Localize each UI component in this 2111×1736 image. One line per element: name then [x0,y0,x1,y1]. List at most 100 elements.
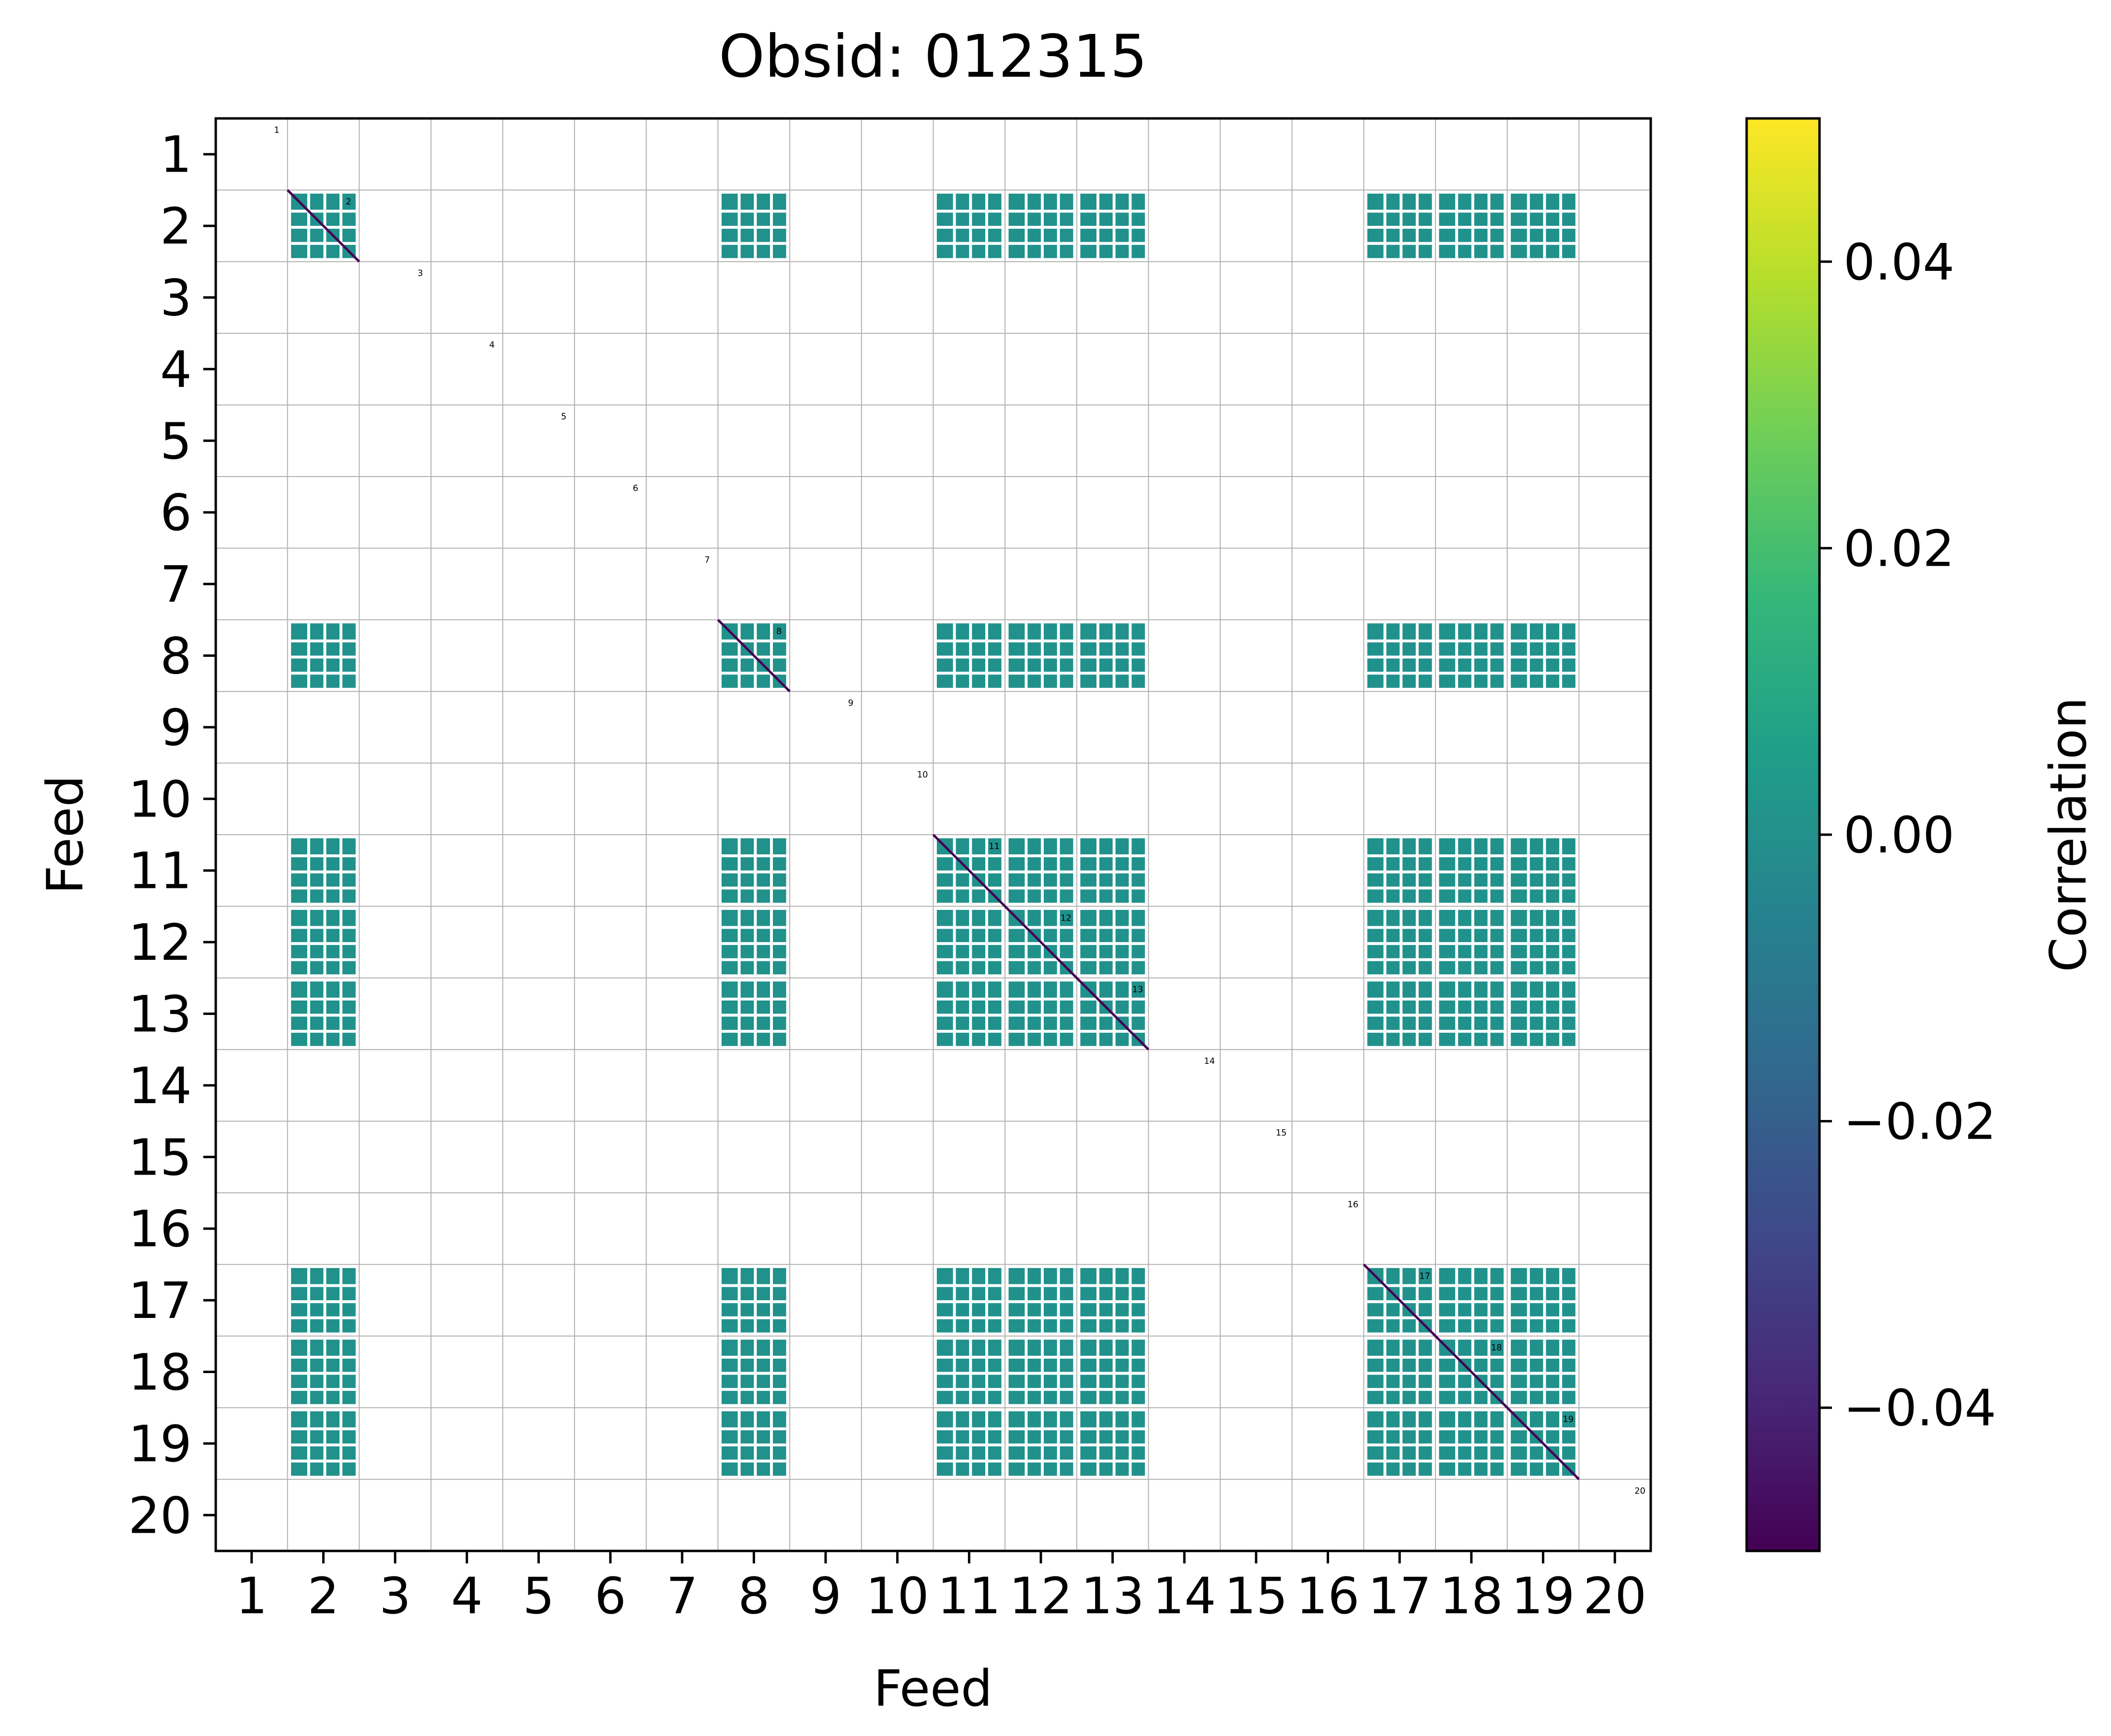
masked-stripe [1080,942,1145,945]
masked-stripe [339,1340,343,1404]
colorbar-tick-label: 0.02 [1843,519,1955,578]
masked-stripe [1511,958,1575,961]
masked-stripe [291,1443,356,1446]
masked-stripe [722,942,786,945]
diagonal-line [1076,977,1150,1050]
heatmap-cells [291,193,1575,1476]
diagonal-lines [286,189,1580,1480]
y-axis-label: Feed [36,775,94,894]
x-axis-label: Feed [874,1659,992,1718]
masked-stripe [1367,242,1432,245]
masked-stripe [936,1388,1002,1391]
masked-stripe [1080,672,1145,675]
masked-stripe [1008,1300,1073,1304]
y-tick-label: 4 [160,340,192,399]
diagonal-line [1435,1335,1508,1409]
masked-stripe [1008,1443,1073,1446]
masked-stripe [1367,870,1432,874]
masked-stripe [1008,1030,1073,1033]
diagonal-label: 6 [633,483,638,493]
y-tick-label: 18 [128,1343,192,1402]
masked-stripe [722,1014,786,1017]
masked-stripe [291,1030,356,1033]
masked-stripe [1439,1316,1504,1319]
masked-stripe [1511,242,1575,245]
masked-stripe [1559,623,1563,688]
masked-stripe [722,1459,786,1463]
masked-stripe [722,1443,786,1446]
masked-stripe [1511,226,1575,229]
diagonal-label: 18 [1491,1343,1502,1353]
masked-stripe [1129,1340,1132,1404]
masked-stripe [1129,981,1132,1046]
masked-stripe [1057,623,1060,688]
x-tick-label: 5 [523,1567,554,1625]
masked-stripe [1439,958,1504,961]
x-tick-label: 6 [595,1567,626,1625]
masked-stripe [1367,1372,1432,1375]
masked-stripe [1439,1459,1504,1463]
x-tick-label: 17 [1368,1567,1431,1625]
colorbar-tick-label: 0.04 [1843,233,1955,291]
masked-stripe [1511,1459,1575,1463]
masked-stripe [1415,981,1419,1046]
masked-stripe [339,1411,343,1476]
masked-stripe [1487,623,1491,688]
masked-stripe [770,1268,773,1333]
y-tick-label: 5 [160,412,192,470]
y-tick-label: 9 [160,699,192,757]
masked-stripe [339,838,343,903]
masked-stripe [1439,1388,1504,1391]
masked-stripe [1439,1443,1504,1446]
diagonal-line [717,619,791,692]
masked-stripe [1439,242,1504,245]
masked-stripe [985,981,988,1046]
masked-stripe [1129,838,1132,903]
masked-stripe [339,1268,343,1333]
chart-title: Obsid: 012315 [719,23,1147,91]
y-tick-label: 7 [160,555,192,614]
y-tick-label: 3 [160,269,192,327]
diagonal-label: 10 [917,769,928,780]
diagonal-label: 7 [704,555,710,565]
masked-stripe [1129,909,1132,975]
y-tick-label: 20 [128,1486,192,1545]
masked-stripe [770,623,773,688]
masked-stripe [1511,886,1575,890]
masked-stripe [1080,870,1145,874]
diagonal-label: 2 [346,197,351,207]
y-tick-label: 14 [128,1057,192,1115]
diagonal-label: 12 [1061,913,1072,923]
y-tick-label: 16 [128,1200,192,1258]
x-tick-label: 13 [1081,1567,1144,1625]
masked-stripe [1008,886,1073,890]
y-tick-label: 19 [128,1415,192,1473]
colorbar-label: Correlation [2039,697,2098,972]
masked-stripe [1080,1372,1145,1375]
masked-stripe [1080,242,1145,245]
masked-stripe [1080,1316,1145,1319]
masked-stripe [339,623,343,688]
masked-stripe [1008,242,1073,245]
masked-stripe [1008,1388,1073,1391]
colorbar-ticks: −0.04 −0.02 0.00 0.02 0.04 [1819,233,1996,1437]
masked-stripe [291,886,356,890]
masked-stripe [1367,655,1432,659]
masked-stripe [1439,1030,1504,1033]
masked-stripe [1008,1316,1073,1319]
masked-stripe [1487,981,1491,1046]
diagonal-label: 1 [274,125,279,135]
masked-stripe [1487,1268,1491,1333]
masked-stripe [1559,981,1563,1046]
x-tick-label: 20 [1583,1567,1646,1625]
masked-stripe [291,1459,356,1463]
masked-stripe [1367,1459,1432,1463]
y-tick-label: 12 [128,913,192,972]
colorbar-tick-label: −0.02 [1843,1093,1996,1151]
y-tick-label: 13 [128,985,192,1044]
x-tick-label: 11 [937,1567,1001,1625]
masked-stripe [1367,1014,1432,1017]
diagonal-label: 15 [1276,1128,1287,1138]
masked-stripe [291,655,356,659]
masked-stripe [722,870,786,874]
